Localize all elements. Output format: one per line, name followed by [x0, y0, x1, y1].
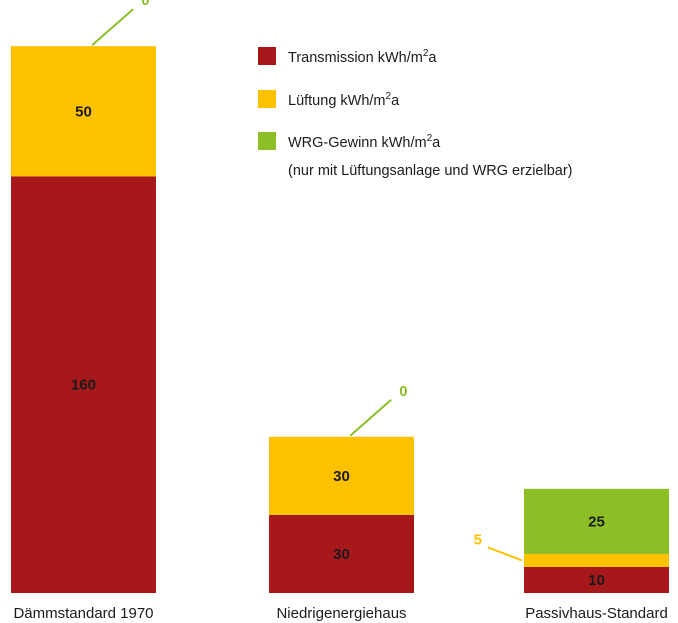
legend-item-lueftung: Lüftung kWh/m2a	[258, 90, 400, 109]
legend-label-wrg-gewinn: WRG-Gewinn kWh/m2a	[288, 133, 441, 151]
callout-label-wrg-gewinn-d-mmstandard-1970: 0	[141, 0, 149, 9]
callout-line-wrg-gewinn-niedrigenergiehaus	[349, 399, 392, 437]
legend: Transmission kWh/m2a Lüftung kWh/m2a WRG…	[258, 47, 573, 179]
legend-swatch-wrg-gewinn	[258, 132, 276, 150]
callout-label-wrg-gewinn-niedrigenergiehaus: 0	[399, 383, 407, 400]
callout-label-l-ftung-passivhaus-standard: 5	[474, 531, 482, 548]
legend-note-wrg-gewinn: (nur mit Lüftungsanlage und WRG erzielba…	[288, 163, 573, 179]
bar-segment-transmission-passivhaus-standard	[524, 566, 669, 593]
bar-segment-l-ftung-passivhaus-standard	[524, 553, 669, 567]
data-label-l-ftung-d-mmstandard-1970: 50	[75, 103, 92, 120]
bar-segment-wrg-gewinn-passivhaus-standard	[524, 488, 669, 554]
legend-label-transmission: Transmission kWh/m2a	[288, 48, 437, 66]
legend-swatch-transmission	[258, 47, 276, 65]
data-label-l-ftung-niedrigenergiehaus: 30	[333, 468, 350, 485]
legend-label-lueftung: Lüftung kWh/m2a	[288, 91, 400, 109]
bar-segment-l-ftung-niedrigenergiehaus	[269, 436, 414, 515]
category-labels-layer: Dämmstandard 1970 Niedrigenergiehaus Passi…	[13, 605, 667, 622]
data-label-wrg-gewinn-passivhaus-standard: 25	[588, 513, 605, 530]
callout-line-l-ftung-passivhaus-standard	[487, 546, 523, 562]
data-label-transmission-d-mmstandard-1970: 160	[71, 377, 96, 394]
legend-item-transmission: Transmission kWh/m2a	[258, 47, 437, 66]
category-label-d-mmstandard-1970: Dämmstandard 1970	[13, 605, 153, 622]
bar-segment-transmission-niedrigenergiehaus	[269, 514, 414, 593]
category-label-niedrigenergiehaus: Niedrigenergiehaus	[276, 605, 406, 622]
callouts-layer: 0 0 5	[91, 0, 523, 562]
legend-item-wrg-gewinn: WRG-Gewinn kWh/m2a (nur mit Lüftungsanla…	[258, 132, 573, 179]
category-label-passivhaus-standard: Passivhaus-Standard	[525, 605, 668, 622]
legend-swatch-lueftung	[258, 90, 276, 108]
data-label-transmission-niedrigenergiehaus: 30	[333, 546, 350, 563]
bar-segment-l-ftung-d-mmstandard-1970	[11, 46, 156, 177]
bars-layer	[11, 46, 669, 594]
data-label-transmission-passivhaus-standard: 10	[588, 572, 605, 589]
bar-segment-transmission-d-mmstandard-1970	[11, 176, 156, 594]
callout-line-wrg-gewinn-d-mmstandard-1970	[91, 8, 134, 46]
